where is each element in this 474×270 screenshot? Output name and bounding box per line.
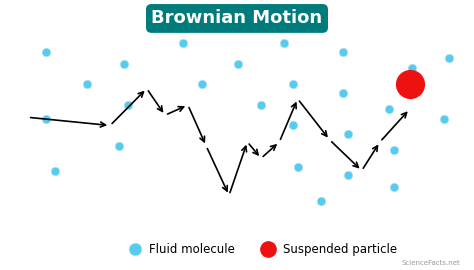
Text: Fluid molecule: Fluid molecule	[149, 243, 235, 256]
Text: ScienceFacts.net: ScienceFacts.net	[401, 260, 460, 266]
Text: Suspended particle: Suspended particle	[283, 243, 398, 256]
FancyBboxPatch shape	[0, 23, 474, 236]
Text: Brownian Motion: Brownian Motion	[151, 9, 323, 28]
